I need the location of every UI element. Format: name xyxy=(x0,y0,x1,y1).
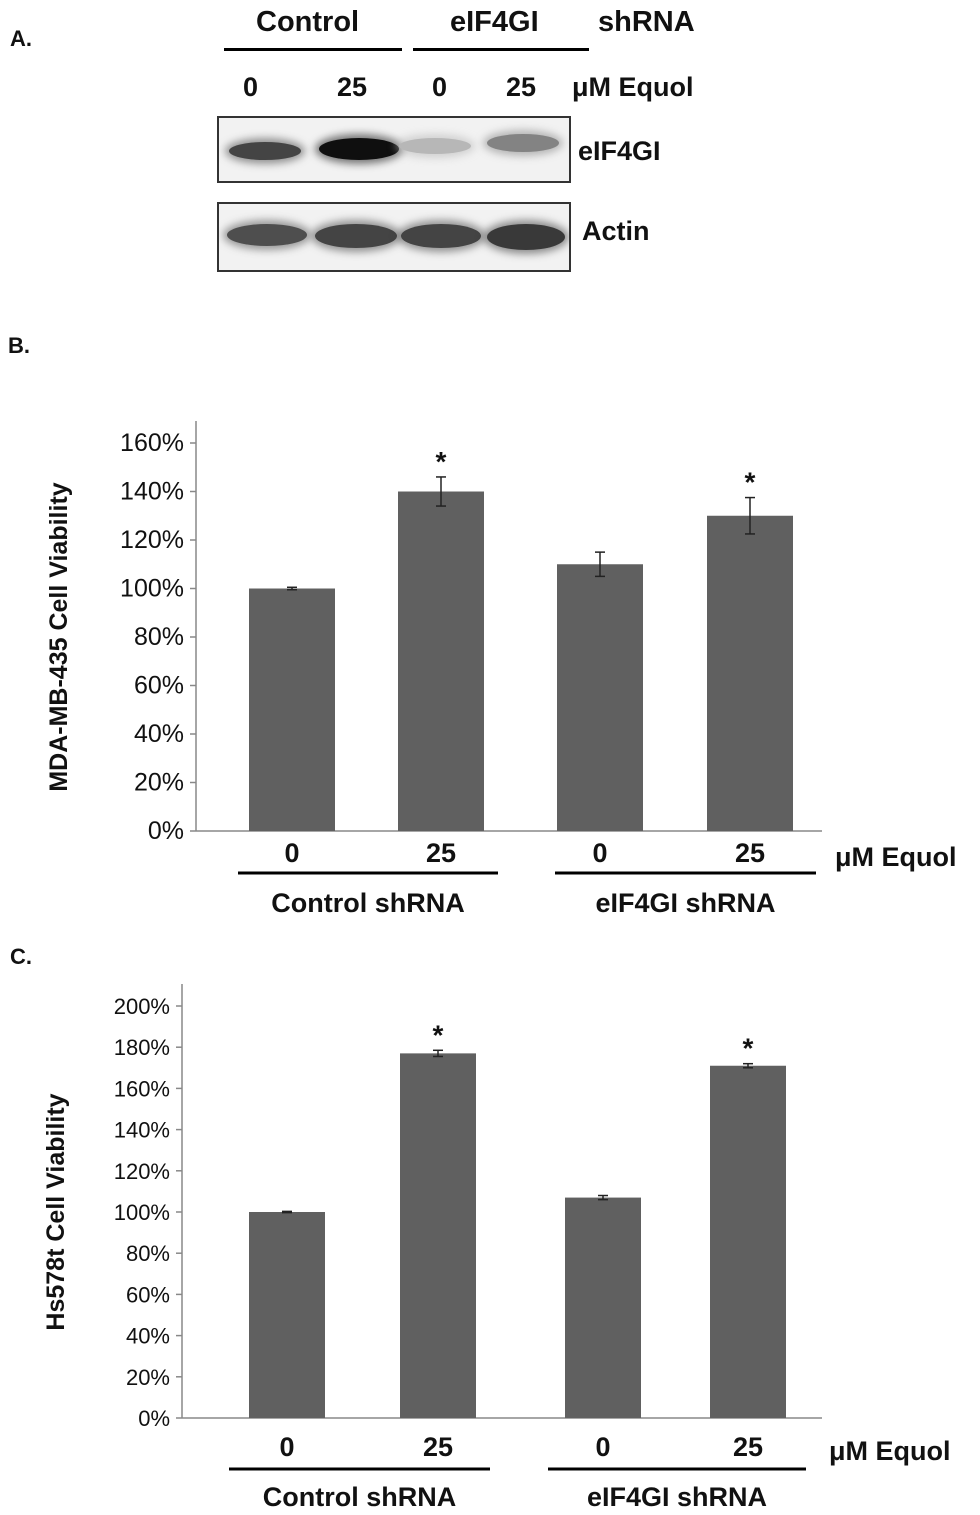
actin-blot-label: Actin xyxy=(582,216,650,246)
significance-marker: * xyxy=(743,1033,754,1064)
y-tick-label: 140% xyxy=(120,478,184,506)
x-tick-label: 0 xyxy=(284,838,299,868)
y-tick-label: 200% xyxy=(114,994,170,1019)
eif4gi-blot xyxy=(217,116,571,183)
lane-label: 0 xyxy=(243,72,259,102)
control-group-rule xyxy=(224,48,402,51)
blot-band xyxy=(319,138,399,160)
y-tick-label: 40% xyxy=(126,1324,170,1349)
bar xyxy=(565,1197,641,1418)
y-tick-label: 60% xyxy=(126,1282,170,1307)
bar xyxy=(710,1065,786,1418)
panel-a-label: A. xyxy=(10,26,32,51)
y-tick-label: 40% xyxy=(134,720,184,748)
group-label-control: Control xyxy=(256,6,360,38)
y-tick-label: 160% xyxy=(120,429,184,457)
bar xyxy=(707,515,793,831)
y-axis-label: MDA-MB-435 Cell Viability xyxy=(45,482,73,791)
x-tick-label: 25 xyxy=(423,1432,453,1462)
bar xyxy=(400,1053,476,1418)
panel-b-label: B. xyxy=(8,333,30,358)
y-tick-label: 120% xyxy=(114,1159,170,1184)
bar xyxy=(398,491,484,831)
x-tick-label: 0 xyxy=(595,1432,610,1462)
y-tick-label: 20% xyxy=(126,1365,170,1390)
blot-band xyxy=(227,224,307,246)
blot-band xyxy=(487,134,559,152)
y-tick-label: 80% xyxy=(134,623,184,651)
eif4gi-blot-label: eIF4GI xyxy=(578,136,661,166)
bar xyxy=(557,564,643,831)
lane-label: 25 xyxy=(506,72,537,102)
bar xyxy=(249,588,335,831)
x-tick-label: 0 xyxy=(279,1432,294,1462)
group-label-eif4gi: eIF4GI xyxy=(450,6,539,38)
lane-unit-label: μM Equol xyxy=(572,72,694,102)
x-tick-label: 25 xyxy=(426,838,456,868)
actin-blot xyxy=(217,202,571,272)
blot-band xyxy=(229,142,301,160)
x-unit-label: μM Equol xyxy=(835,842,957,872)
y-tick-label: 60% xyxy=(134,672,184,700)
lane-label: 0 xyxy=(432,72,448,102)
lane-label: 25 xyxy=(337,72,368,102)
x-tick-label: 25 xyxy=(735,838,765,868)
blot-band xyxy=(315,224,397,248)
group-label: eIF4GI shRNA xyxy=(587,1482,767,1512)
y-tick-label: 0% xyxy=(148,817,184,845)
x-tick-label: 0 xyxy=(592,838,607,868)
x-unit-label: μM Equol xyxy=(829,1436,951,1466)
x-tick-label: 25 xyxy=(733,1432,763,1462)
y-tick-label: 100% xyxy=(114,1200,170,1225)
group-label: Control shRNA xyxy=(271,888,464,918)
bar xyxy=(249,1212,325,1418)
eif4gi-group-rule xyxy=(413,48,589,51)
y-tick-label: 0% xyxy=(138,1406,170,1431)
chart-c: 0% 20% 40% 60% 80% 100% 120% 140% 160% 180% 200% Hs… xyxy=(42,984,951,1512)
shrna-label: shRNA xyxy=(598,6,695,38)
significance-marker: * xyxy=(745,467,756,498)
significance-marker: * xyxy=(433,1019,444,1050)
y-axis-label: Hs578t Cell Viability xyxy=(42,1093,70,1330)
y-tick-label: 140% xyxy=(114,1118,170,1143)
y-tick-label: 100% xyxy=(120,575,184,603)
blot-band xyxy=(399,138,471,154)
panel-c-label: C. xyxy=(10,944,32,969)
blot-band xyxy=(487,224,565,250)
y-tick-label: 80% xyxy=(126,1241,170,1266)
y-tick-label: 160% xyxy=(114,1076,170,1101)
group-label: Control shRNA xyxy=(263,1482,456,1512)
significance-marker: * xyxy=(436,446,447,477)
y-tick-label: 20% xyxy=(134,769,184,797)
y-tick-label: 180% xyxy=(114,1035,170,1060)
chart-b: 0% 20% 40% 60% 80% 100% 120% 140% 160% MDA-MB-435… xyxy=(45,421,957,918)
group-label: eIF4GI shRNA xyxy=(595,888,775,918)
blot-band xyxy=(401,224,481,248)
y-tick-label: 120% xyxy=(120,526,184,554)
